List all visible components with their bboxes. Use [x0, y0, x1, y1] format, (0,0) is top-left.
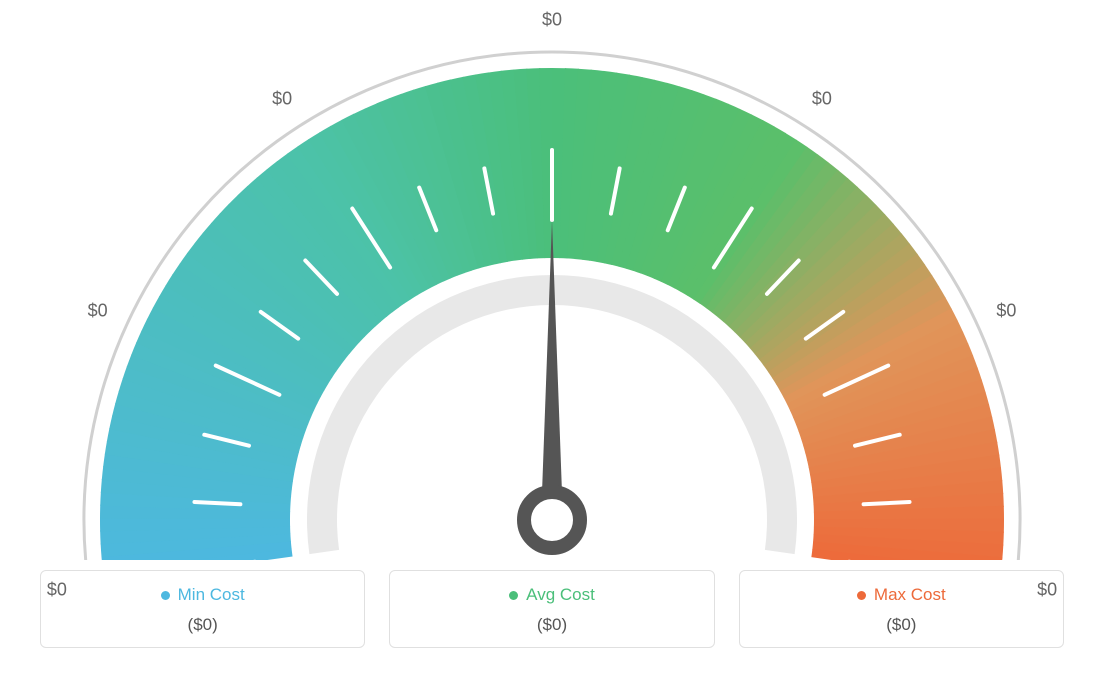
- gauge-tick-label: $0: [996, 301, 1016, 322]
- legend-value: ($0): [740, 615, 1063, 635]
- gauge-tick-label: $0: [542, 10, 562, 31]
- legend-card: Max Cost ($0): [739, 570, 1064, 648]
- legend-title: Max Cost: [857, 585, 946, 605]
- gauge-tick-label: $0: [812, 89, 832, 110]
- gauge-tick-label: $0: [88, 301, 108, 322]
- legend-dot-icon: [857, 591, 866, 600]
- legend-title: Avg Cost: [509, 585, 595, 605]
- gauge-tick-label: $0: [47, 579, 67, 600]
- legend-label: Max Cost: [874, 585, 946, 605]
- gauge-svg: [0, 0, 1104, 560]
- gauge-chart: $0$0$0$0$0$0$0: [0, 0, 1104, 560]
- legend-card: Min Cost ($0): [40, 570, 365, 648]
- legend-value: ($0): [41, 615, 364, 635]
- legend-dot-icon: [161, 591, 170, 600]
- gauge-tick-label: $0: [272, 89, 292, 110]
- gauge-tick-label: $0: [1037, 579, 1057, 600]
- legend-label: Avg Cost: [526, 585, 595, 605]
- legend-value: ($0): [390, 615, 713, 635]
- legend-label: Min Cost: [178, 585, 245, 605]
- legend-dot-icon: [509, 591, 518, 600]
- legend-row: Min Cost ($0) Avg Cost ($0) Max Cost ($0): [0, 570, 1104, 648]
- legend-title: Min Cost: [161, 585, 245, 605]
- legend-card: Avg Cost ($0): [389, 570, 714, 648]
